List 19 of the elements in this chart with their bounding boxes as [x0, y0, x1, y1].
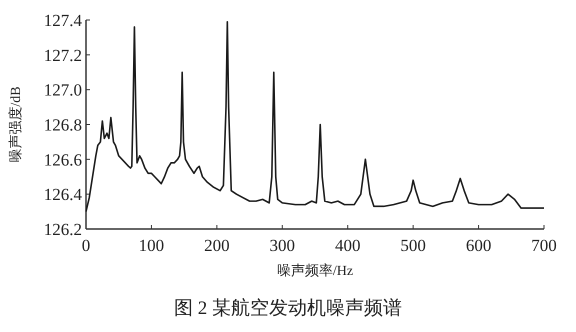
- y-axis-title: 噪声强度/dB: [8, 86, 24, 163]
- y-tick-label: 126.4: [44, 185, 82, 204]
- x-tick-label: 600: [466, 236, 492, 255]
- y-tick-label: 127.4: [44, 11, 82, 30]
- y-tick-label: 126.6: [44, 150, 82, 170]
- y-tick-label: 127.2: [44, 46, 82, 65]
- x-tick-label: 500: [400, 236, 426, 255]
- x-tick-label: 400: [334, 236, 360, 255]
- x-tick-label: 700: [531, 236, 557, 255]
- caption: 图 2 某航空发动机噪声频谱: [174, 297, 402, 319]
- y-tick-label: 127.0: [44, 80, 82, 100]
- x-tick-label: 300: [270, 236, 296, 255]
- x-tick-label: 200: [204, 236, 230, 255]
- line-series: [85, 20, 545, 212]
- x-axis-title: 噪声频率/Hz: [276, 263, 354, 279]
- x-tick-label: 100: [138, 236, 164, 255]
- x-tick-label: 0: [82, 236, 90, 255]
- y-tick-label: 126.8: [44, 116, 82, 134]
- y-tick-label: 126.2: [44, 220, 82, 239]
